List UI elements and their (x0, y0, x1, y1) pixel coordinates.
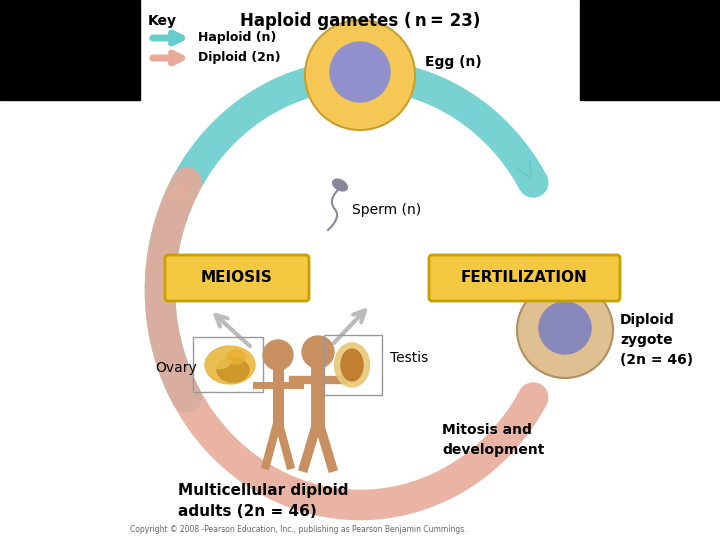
Ellipse shape (209, 352, 231, 368)
Text: Sperm (n): Sperm (n) (352, 203, 421, 217)
Ellipse shape (335, 343, 369, 387)
Circle shape (330, 42, 390, 102)
Circle shape (305, 20, 415, 130)
Text: Haploid (n): Haploid (n) (198, 31, 276, 44)
Text: Key: Key (148, 14, 177, 28)
Bar (580, 0, 720, 100)
Text: Multicellular diploid: Multicellular diploid (178, 483, 348, 497)
Text: Haploid gametes ( n = 23): Haploid gametes ( n = 23) (240, 12, 480, 30)
FancyBboxPatch shape (165, 255, 309, 301)
Ellipse shape (205, 346, 255, 384)
Text: Diploid (2n): Diploid (2n) (198, 51, 281, 64)
Text: development: development (442, 443, 544, 457)
Text: Testis: Testis (390, 351, 428, 365)
Text: zygote: zygote (620, 333, 672, 347)
Text: FERTILIZATION: FERTILIZATION (461, 271, 588, 286)
Circle shape (517, 282, 613, 378)
Ellipse shape (333, 179, 347, 191)
Text: adults (2n = 46): adults (2n = 46) (178, 504, 317, 519)
FancyBboxPatch shape (429, 255, 620, 301)
Text: Mitosis and: Mitosis and (442, 423, 532, 437)
Ellipse shape (341, 349, 363, 381)
Text: Diploid: Diploid (620, 313, 675, 327)
Text: Copyright © 2008 -Pearson Education, Inc., publishing as Pearson Benjamin Cummin: Copyright © 2008 -Pearson Education, Inc… (130, 525, 467, 535)
Circle shape (539, 302, 591, 354)
Bar (193, 337, 263, 392)
Bar (324, 335, 382, 395)
Text: MEIOSIS: MEIOSIS (201, 271, 273, 286)
Ellipse shape (217, 358, 249, 382)
Bar (0, 0, 140, 100)
Text: Egg (n): Egg (n) (425, 55, 482, 69)
Text: Ovary: Ovary (155, 361, 197, 375)
Circle shape (302, 336, 334, 368)
Circle shape (263, 340, 293, 370)
Text: (2n = 46): (2n = 46) (620, 353, 693, 367)
Ellipse shape (227, 350, 245, 364)
